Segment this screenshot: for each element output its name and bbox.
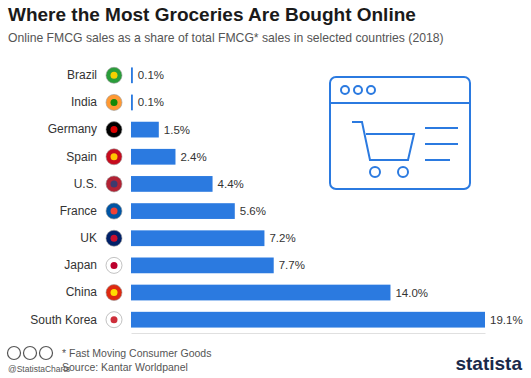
annotation: * Fast Moving Consumer Goods bbox=[62, 347, 211, 359]
cc-icon bbox=[24, 347, 37, 360]
bar bbox=[131, 203, 235, 219]
tick-label: South Korea bbox=[30, 313, 97, 327]
data-label: 7.7% bbox=[279, 259, 305, 271]
flag bbox=[106, 176, 122, 192]
icon-line bbox=[425, 143, 458, 145]
flag bbox=[106, 94, 122, 110]
data-labels: 0.1% 0.1% 1.5% 2.4% 4.4% 5.6% 7.2% 7.7% 14.0% 19.… bbox=[138, 69, 523, 325]
data-label: 7.2% bbox=[269, 232, 295, 244]
bar bbox=[131, 149, 175, 165]
annotation: @StatistaCharts bbox=[8, 364, 70, 374]
tick: France bbox=[60, 204, 101, 218]
flag-detail bbox=[111, 72, 118, 79]
icon-wheel bbox=[398, 167, 408, 177]
tick: Brazil bbox=[67, 68, 101, 82]
bar bbox=[131, 285, 390, 301]
flag-detail bbox=[111, 153, 118, 160]
tick-label: India bbox=[71, 95, 97, 109]
tick: South Korea bbox=[30, 313, 101, 327]
icon-window-bar bbox=[330, 102, 470, 104]
icon-cart bbox=[352, 122, 414, 160]
tick-label: Germany bbox=[48, 122, 97, 136]
flag bbox=[106, 203, 122, 219]
cc-icon bbox=[8, 347, 21, 360]
flag-detail bbox=[111, 262, 118, 269]
data-label: 0.1% bbox=[138, 96, 164, 108]
bar bbox=[131, 67, 133, 83]
tick: China bbox=[66, 285, 101, 299]
tick-label: U.S. bbox=[74, 177, 97, 191]
icon-dot bbox=[367, 86, 375, 94]
bars bbox=[131, 67, 485, 327]
tick-label: Japan bbox=[64, 258, 97, 272]
annotation: Source: Kantar Worldpanel bbox=[62, 361, 188, 373]
value-axis bbox=[132, 333, 486, 334]
data-label: 5.6% bbox=[240, 205, 266, 217]
subtitle: Online FMCG sales as a share of total FM… bbox=[8, 31, 444, 45]
bar bbox=[131, 258, 274, 274]
axis-line bbox=[132, 333, 486, 334]
icon-dot bbox=[354, 86, 362, 94]
flag bbox=[106, 230, 122, 246]
tick-label: China bbox=[66, 285, 98, 299]
footer: * Fast Moving Consumer Goods Source: Kant… bbox=[8, 347, 523, 375]
flag-detail bbox=[111, 180, 118, 187]
tick: UK bbox=[80, 231, 101, 245]
data-label: 2.4% bbox=[180, 151, 206, 163]
flag-detail bbox=[111, 316, 118, 323]
data-label: 0.1% bbox=[138, 69, 164, 81]
flag bbox=[106, 257, 122, 273]
data-label: 19.1% bbox=[490, 314, 523, 326]
tick-label: Spain bbox=[66, 150, 97, 164]
flags bbox=[106, 67, 122, 327]
category-axis: Brazil India Germany Spain U.S. France UK Japan… bbox=[30, 68, 101, 326]
tick: Germany bbox=[48, 122, 101, 136]
cc-icon bbox=[40, 347, 53, 360]
flag-detail bbox=[111, 289, 118, 296]
flag-detail bbox=[111, 235, 118, 242]
flag-detail bbox=[111, 99, 118, 106]
icon-dot bbox=[341, 86, 349, 94]
data-label: 4.4% bbox=[218, 178, 244, 190]
tick: Japan bbox=[64, 258, 101, 272]
tick: India bbox=[71, 95, 101, 109]
title: Where the Most Groceries Are Bought Onli… bbox=[8, 4, 416, 25]
tick: U.S. bbox=[74, 177, 101, 191]
tick-label: France bbox=[60, 204, 98, 218]
flag bbox=[106, 67, 122, 83]
flag bbox=[106, 122, 122, 138]
tick: Spain bbox=[66, 150, 101, 164]
icon-wheel bbox=[370, 167, 380, 177]
icon-line bbox=[425, 159, 450, 161]
bar bbox=[131, 312, 485, 328]
cart-icon bbox=[330, 77, 470, 189]
flag bbox=[106, 149, 122, 165]
icon-line bbox=[425, 127, 458, 129]
bar bbox=[131, 176, 213, 192]
bar bbox=[131, 122, 159, 138]
tick-label: UK bbox=[80, 231, 97, 245]
bar bbox=[131, 230, 264, 246]
chart: Where the Most Groceries Are Bought Onli… bbox=[0, 0, 531, 378]
tick-label: Brazil bbox=[67, 68, 97, 82]
icon-window bbox=[330, 77, 470, 189]
flag bbox=[106, 285, 122, 301]
bar bbox=[131, 95, 133, 111]
flag-detail bbox=[111, 208, 118, 215]
data-label: 1.5% bbox=[164, 124, 190, 136]
annotation: statista bbox=[455, 353, 522, 374]
flag bbox=[106, 312, 122, 328]
flag-detail bbox=[111, 126, 118, 133]
data-label: 14.0% bbox=[395, 287, 428, 299]
